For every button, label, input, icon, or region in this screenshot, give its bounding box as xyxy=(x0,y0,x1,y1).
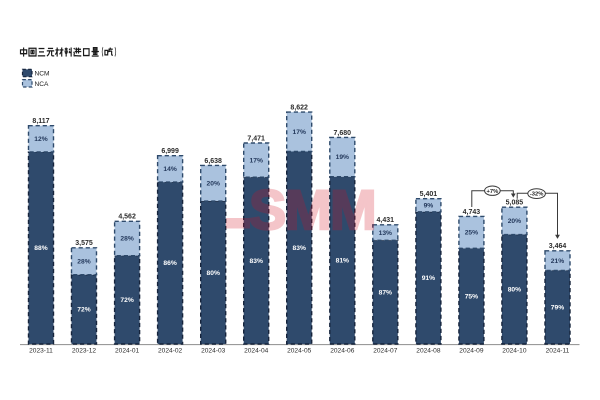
svg-text:2024-08: 2024-08 xyxy=(416,348,441,355)
svg-text:5,401: 5,401 xyxy=(420,191,438,198)
svg-text:13%: 13% xyxy=(379,230,392,237)
svg-text:9%: 9% xyxy=(424,203,434,210)
svg-text:4,562: 4,562 xyxy=(118,214,136,221)
svg-text:72%: 72% xyxy=(77,307,90,314)
svg-text:7,680: 7,680 xyxy=(334,130,352,137)
svg-text:2024-01: 2024-01 xyxy=(115,348,140,355)
svg-text:2024-11: 2024-11 xyxy=(546,348,570,355)
svg-text:28%: 28% xyxy=(77,259,90,266)
svg-text:NCM: NCM xyxy=(35,71,50,78)
svg-text:14%: 14% xyxy=(163,166,176,173)
svg-text:2024-02: 2024-02 xyxy=(158,348,183,355)
svg-text:20%: 20% xyxy=(207,181,220,188)
svg-text:+7%: +7% xyxy=(487,189,499,195)
svg-text:2024-04: 2024-04 xyxy=(244,348,269,355)
svg-text:2024-09: 2024-09 xyxy=(459,348,484,355)
svg-text:8,622: 8,622 xyxy=(290,105,308,112)
svg-text:72%: 72% xyxy=(120,297,133,304)
svg-text:12%: 12% xyxy=(34,136,47,143)
svg-text:21%: 21% xyxy=(551,258,564,265)
svg-text:3,575: 3,575 xyxy=(75,240,93,247)
svg-text:2024-03: 2024-03 xyxy=(201,348,226,355)
svg-text:3,464: 3,464 xyxy=(549,243,567,250)
svg-text:2023-12: 2023-12 xyxy=(72,348,97,355)
svg-text:25%: 25% xyxy=(465,230,478,237)
svg-text:87%: 87% xyxy=(379,289,392,296)
svg-text:7,471: 7,471 xyxy=(247,135,265,142)
svg-text:28%: 28% xyxy=(120,236,133,243)
svg-text:-32%: -32% xyxy=(530,192,544,198)
svg-text:2024-07: 2024-07 xyxy=(373,348,398,355)
svg-text:5,085: 5,085 xyxy=(506,200,524,207)
svg-text:19%: 19% xyxy=(336,154,349,161)
svg-text:75%: 75% xyxy=(465,293,478,300)
svg-text:88%: 88% xyxy=(34,245,47,252)
svg-text:SMM: SMM xyxy=(249,178,375,241)
svg-text:NCA: NCA xyxy=(35,81,50,88)
svg-text:86%: 86% xyxy=(163,260,176,267)
svg-text:6,999: 6,999 xyxy=(161,148,179,155)
svg-text:79%: 79% xyxy=(551,304,564,311)
svg-text:8,117: 8,117 xyxy=(32,118,49,125)
svg-text:4,431: 4,431 xyxy=(377,217,395,224)
svg-text:80%: 80% xyxy=(508,287,521,294)
svg-text:4,743: 4,743 xyxy=(463,209,481,216)
svg-text:80%: 80% xyxy=(207,270,220,277)
svg-text:2024-06: 2024-06 xyxy=(330,348,355,355)
svg-text:2024-10: 2024-10 xyxy=(502,348,527,355)
svg-text:17%: 17% xyxy=(293,129,306,136)
svg-text:83%: 83% xyxy=(250,258,263,265)
svg-text:83%: 83% xyxy=(293,245,306,252)
svg-text:2023-11: 2023-11 xyxy=(29,348,53,355)
svg-text:17%: 17% xyxy=(250,157,263,164)
svg-text:20%: 20% xyxy=(508,218,521,225)
svg-text:6,638: 6,638 xyxy=(204,158,222,165)
svg-text:81%: 81% xyxy=(336,258,349,265)
svg-text:2024-05: 2024-05 xyxy=(287,348,312,355)
svg-text:91%: 91% xyxy=(422,275,435,282)
